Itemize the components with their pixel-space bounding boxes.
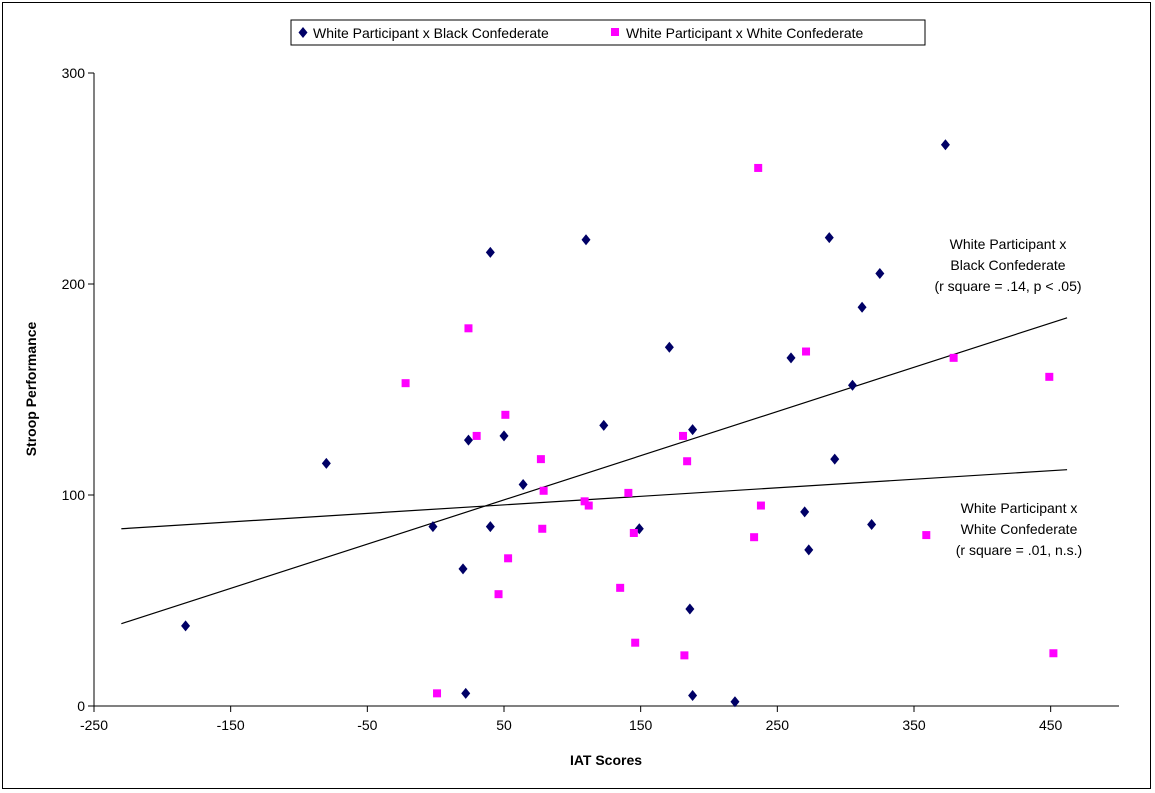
trendline-white-confederate — [121, 469, 1068, 530]
point-white-confederate — [580, 497, 589, 506]
point-white-confederate — [631, 638, 640, 647]
legend-box — [290, 19, 926, 46]
point-black-confederate — [181, 620, 191, 632]
x-ticks: -250 -150 -50 50 150 250 350 450 — [80, 706, 1063, 733]
y-tick-label: 0 — [77, 698, 85, 714]
point-white-confederate — [683, 457, 692, 466]
point-white-confederate — [539, 486, 548, 495]
point-white-confederate — [802, 347, 811, 356]
annotation-black-line-1: White Participant x — [950, 236, 1067, 252]
y-tick-label: 300 — [62, 65, 86, 81]
point-white-confederate — [679, 431, 688, 440]
point-black-confederate — [786, 352, 796, 364]
point-black-confederate — [800, 506, 810, 518]
x-tick-label: 350 — [902, 717, 926, 733]
y-ticks: 0 100 200 300 — [62, 65, 94, 714]
point-black-confederate — [685, 603, 695, 615]
point-black-confederate — [485, 246, 495, 258]
point-white-confederate — [629, 528, 638, 537]
point-white-confederate — [1045, 372, 1054, 381]
point-black-confederate — [599, 419, 609, 431]
x-tick-label: -50 — [357, 717, 377, 733]
point-black-confederate — [458, 563, 468, 575]
point-black-confederate — [848, 379, 857, 391]
x-axis-title: IAT Scores — [570, 752, 642, 768]
point-white-confederate — [538, 524, 547, 533]
point-black-confederate — [804, 544, 814, 556]
point-white-confederate — [1049, 649, 1058, 658]
point-white-confederate — [756, 501, 765, 510]
point-black-confederate — [428, 521, 438, 533]
point-white-confederate — [616, 583, 625, 592]
point-black-confederate — [824, 232, 834, 244]
y-tick-label: 200 — [62, 276, 86, 292]
point-white-confederate — [624, 488, 633, 497]
point-black-confederate — [463, 434, 473, 446]
legend-label-black-confederate: White Participant x Black Confederate — [313, 25, 549, 41]
x-tick-label: 150 — [629, 717, 653, 733]
point-black-confederate — [730, 696, 740, 708]
point-white-confederate — [536, 455, 545, 464]
point-black-confederate — [321, 457, 331, 469]
annotation-white-line-3: (r square = .01, n.s.) — [956, 542, 1082, 558]
point-black-confederate — [857, 301, 867, 313]
point-black-confederate — [461, 687, 471, 699]
annotation-black-confederate: White Participant x Black Confederate (r… — [934, 236, 1081, 294]
point-black-confederate — [499, 430, 509, 442]
y-tick-label: 100 — [62, 487, 86, 503]
x-tick-label: 50 — [496, 717, 512, 733]
point-white-confederate — [501, 410, 510, 419]
point-black-confederate — [664, 341, 674, 353]
point-white-confederate — [680, 651, 689, 660]
point-white-confederate — [494, 590, 503, 599]
point-white-confederate — [922, 531, 931, 540]
x-tick-label: 250 — [766, 717, 790, 733]
x-tick-label: 450 — [1039, 717, 1063, 733]
annotation-white-line-1: White Participant x — [961, 500, 1078, 516]
annotation-white-confederate: White Participant x White Confederate (r… — [956, 500, 1082, 558]
trendline-black-confederate — [121, 317, 1068, 625]
annotation-black-line-2: Black Confederate — [950, 257, 1065, 273]
point-black-confederate — [518, 478, 528, 490]
point-black-confederate — [830, 453, 840, 465]
point-white-confederate — [750, 533, 759, 542]
point-black-confederate — [867, 519, 877, 531]
point-white-confederate — [464, 324, 473, 333]
x-tick-label: -250 — [80, 717, 108, 733]
point-white-confederate — [754, 163, 763, 172]
annotation-black-line-3: (r square = .14, p < .05) — [934, 278, 1081, 294]
point-white-confederate — [401, 379, 410, 388]
data-points — [181, 139, 1058, 708]
y-axis-title: Stroop Performance — [23, 321, 39, 456]
point-white-confederate — [472, 431, 481, 440]
legend-label-white-confederate: White Participant x White Confederate — [626, 25, 864, 41]
x-tick-label: -150 — [217, 717, 245, 733]
trendlines — [121, 317, 1068, 625]
point-white-confederate — [949, 353, 958, 362]
axes — [93, 73, 1119, 707]
point-black-confederate — [688, 689, 698, 701]
point-white-confederate — [584, 501, 593, 510]
point-black-confederate — [581, 234, 591, 246]
point-black-confederate — [940, 139, 950, 151]
point-black-confederate — [875, 267, 885, 279]
legend: White Participant x Black Confederate Wh… — [290, 19, 926, 46]
point-black-confederate — [485, 521, 495, 533]
legend-marker-black-confederate — [298, 27, 308, 38]
point-white-confederate — [433, 689, 442, 698]
point-white-confederate — [504, 554, 513, 563]
annotation-white-line-2: White Confederate — [961, 521, 1078, 537]
legend-marker-white-confederate — [611, 28, 619, 36]
point-black-confederate — [688, 424, 698, 436]
